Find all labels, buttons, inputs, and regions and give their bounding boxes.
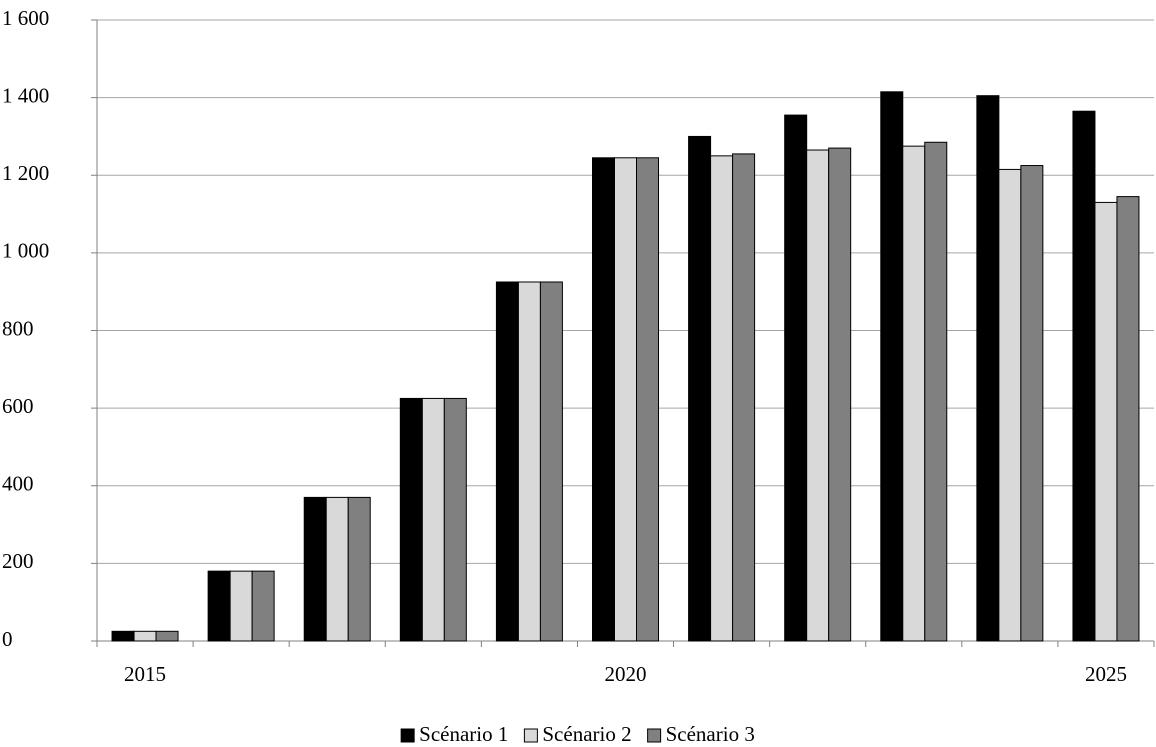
bar [347, 496, 371, 642]
y-tick-label: 600 [2, 394, 34, 418]
bar [976, 95, 1000, 642]
y-tick-label: 1 600 [2, 6, 49, 30]
y-tick-label: 200 [2, 549, 34, 573]
bar [399, 397, 423, 642]
bar [251, 570, 275, 642]
y-tick-label: 400 [2, 472, 34, 496]
legend-swatch [400, 728, 415, 743]
bar [495, 281, 519, 642]
bar [155, 630, 179, 642]
bar [924, 141, 948, 642]
bar [1116, 196, 1140, 642]
y-tick-label: 1 000 [2, 239, 49, 263]
legend-swatch [647, 728, 662, 743]
bar [539, 281, 563, 642]
legend-label: Scénario 2 [542, 722, 631, 746]
bar [111, 630, 135, 642]
bar [732, 153, 756, 642]
x-tick-label: 2025 [1085, 662, 1127, 686]
bar [1020, 165, 1044, 642]
bar [784, 114, 808, 642]
bar [806, 149, 830, 642]
bar [880, 91, 904, 642]
bar [517, 281, 541, 642]
bar [688, 135, 712, 642]
bar [998, 168, 1022, 642]
y-tick-label: 0 [2, 627, 13, 651]
bar [325, 496, 349, 642]
bar [133, 630, 157, 642]
y-tick-label: 1 200 [2, 161, 49, 185]
bar [229, 570, 253, 642]
legend-swatch [523, 728, 538, 743]
x-tick-label: 2015 [124, 662, 166, 686]
bar [421, 397, 445, 642]
bar [1072, 110, 1096, 642]
bar [592, 157, 615, 642]
y-tick-label: 800 [2, 316, 34, 340]
bar [710, 155, 734, 642]
bar [614, 157, 637, 642]
bar [207, 570, 231, 642]
y-tick-label: 1 400 [2, 83, 49, 107]
bar [902, 145, 926, 642]
bar [828, 147, 852, 642]
bar [303, 496, 327, 642]
bar [443, 397, 467, 642]
legend-label: Scénario 3 [666, 722, 755, 746]
bar [1094, 201, 1118, 642]
bar [636, 157, 659, 642]
legend-label: Scénario 1 [419, 722, 508, 746]
x-tick-label: 2020 [605, 662, 647, 686]
